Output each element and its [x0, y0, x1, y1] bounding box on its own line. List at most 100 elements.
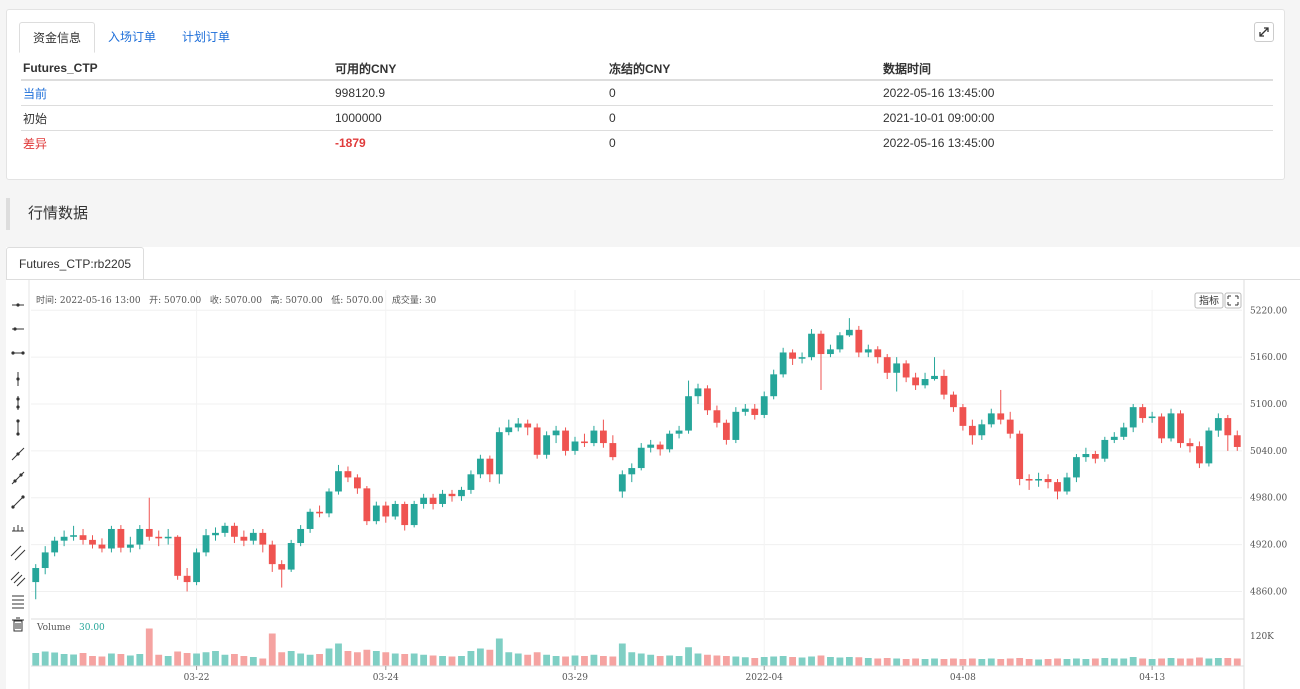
vertical-line-tool-icon[interactable] [16, 419, 20, 436]
y-tick-label: 4980.00 [1250, 494, 1287, 504]
candle-body [562, 430, 569, 451]
candle [467, 470, 475, 494]
candle [912, 372, 920, 390]
table-header-row: Futures_CTP 可用的CNY 冻结的CNY 数据时间 [21, 57, 1273, 81]
candle-body [770, 374, 778, 397]
candle-body [1129, 407, 1137, 428]
fullscreen-button[interactable] [1254, 22, 1274, 42]
volume-bar [325, 648, 333, 666]
candle-body [297, 528, 305, 544]
candle-body [760, 396, 768, 415]
volume-bar [1233, 658, 1241, 666]
volume-bar [581, 656, 588, 666]
candle [1129, 404, 1137, 433]
candle [420, 493, 428, 509]
vertical-segment-tool-icon[interactable] [16, 396, 20, 410]
volume-bar [770, 656, 778, 666]
candle [590, 425, 598, 447]
candle [458, 486, 465, 501]
tab-funds[interactable]: 资金信息 [19, 22, 96, 53]
row-label-diff: 差异 [21, 130, 333, 155]
candle-body [79, 535, 87, 540]
candle-body [1082, 454, 1090, 458]
candle-body [391, 503, 399, 517]
candle [978, 419, 986, 440]
volume-bar [978, 659, 986, 666]
horizontal-ray-tool-icon[interactable] [12, 303, 24, 307]
candle-body [1054, 482, 1061, 492]
trash-icon[interactable] [12, 617, 24, 632]
volume-bar [675, 656, 683, 666]
candle-body [221, 525, 229, 533]
straight-line-tool-icon[interactable] [11, 495, 25, 509]
candlestick-chart[interactable]: 5220.00 5160.00 5100.00 5040.00 4980.00 4920.… [6, 280, 1300, 689]
candle [713, 405, 721, 428]
candle-body [978, 424, 986, 436]
candle [1233, 430, 1241, 451]
candle [1035, 472, 1042, 487]
tab-divider [6, 279, 1300, 280]
ray-tool-icon[interactable] [11, 447, 25, 461]
candle-body [325, 491, 333, 514]
candle [656, 441, 664, 456]
candle [249, 528, 257, 545]
volume-bar [117, 654, 125, 666]
volume-bar [212, 651, 219, 666]
tab-entry-orders[interactable]: 入场订单 [108, 30, 157, 44]
available-cell: 1000000 [333, 105, 607, 131]
candle [1025, 474, 1033, 490]
candle [704, 385, 711, 415]
candle [89, 535, 96, 549]
candle [212, 527, 219, 541]
candle [741, 404, 749, 416]
tab-chart-symbol[interactable]: Futures_CTP:rb2205 [6, 247, 145, 280]
volume-bar [297, 653, 305, 666]
volume-bar [372, 651, 380, 666]
fibonacci-tool-icon[interactable] [10, 571, 26, 587]
candle-body [1091, 454, 1099, 459]
volume-label: Volume [36, 623, 71, 633]
candle-body [1139, 407, 1147, 419]
tab-planned-orders[interactable]: 计划订单 [182, 30, 231, 44]
volume-bar [666, 655, 674, 666]
candle [60, 530, 68, 547]
price-channel-tool-icon[interactable] [12, 525, 24, 532]
candle-body [741, 408, 749, 412]
volume-bar [126, 655, 134, 666]
candle [779, 347, 787, 378]
volume-bar [486, 649, 494, 666]
candle-body [732, 411, 740, 440]
chart-fullscreen-button[interactable] [1224, 292, 1242, 309]
volume-bar [997, 659, 1005, 666]
candle [297, 525, 305, 547]
volume-bar [987, 658, 995, 666]
candle-body [429, 497, 437, 504]
candle-body [155, 536, 163, 539]
candle [618, 470, 626, 498]
horizontal-line-tool-icon[interactable] [11, 351, 25, 355]
y-tick-label: 4920.00 [1250, 541, 1287, 551]
account-table: Futures_CTP 可用的CNY 冻结的CNY 数据时间 当前 998120… [21, 57, 1273, 155]
segment-tool-icon[interactable] [11, 471, 25, 485]
fib-levels-tool-icon[interactable] [12, 595, 24, 609]
candle-body [1177, 413, 1184, 444]
horizontal-segment-tool-icon[interactable] [12, 327, 24, 331]
indicator-button[interactable]: 指标 [1194, 292, 1224, 309]
candle-body [306, 511, 314, 529]
candle-body [1063, 477, 1071, 492]
candle-body [145, 528, 153, 537]
volume-bar [391, 653, 399, 666]
candle [817, 330, 825, 390]
volume-bar [174, 651, 182, 666]
candle [921, 372, 929, 389]
candle [562, 427, 569, 456]
time-cell: 2021-10-01 09:00:00 [881, 105, 1273, 131]
vertical-ray-tool-icon[interactable] [16, 372, 20, 386]
volume-bar [912, 658, 920, 666]
volume-bar [1129, 657, 1137, 666]
parallel-lines-tool-icon[interactable] [10, 545, 26, 561]
candle-body [779, 352, 787, 375]
chart-panel: Futures_CTP:rb2205 5220.00 5160.00 5100.00… [6, 247, 1300, 689]
candle [666, 430, 674, 453]
volume-bar [193, 653, 200, 666]
